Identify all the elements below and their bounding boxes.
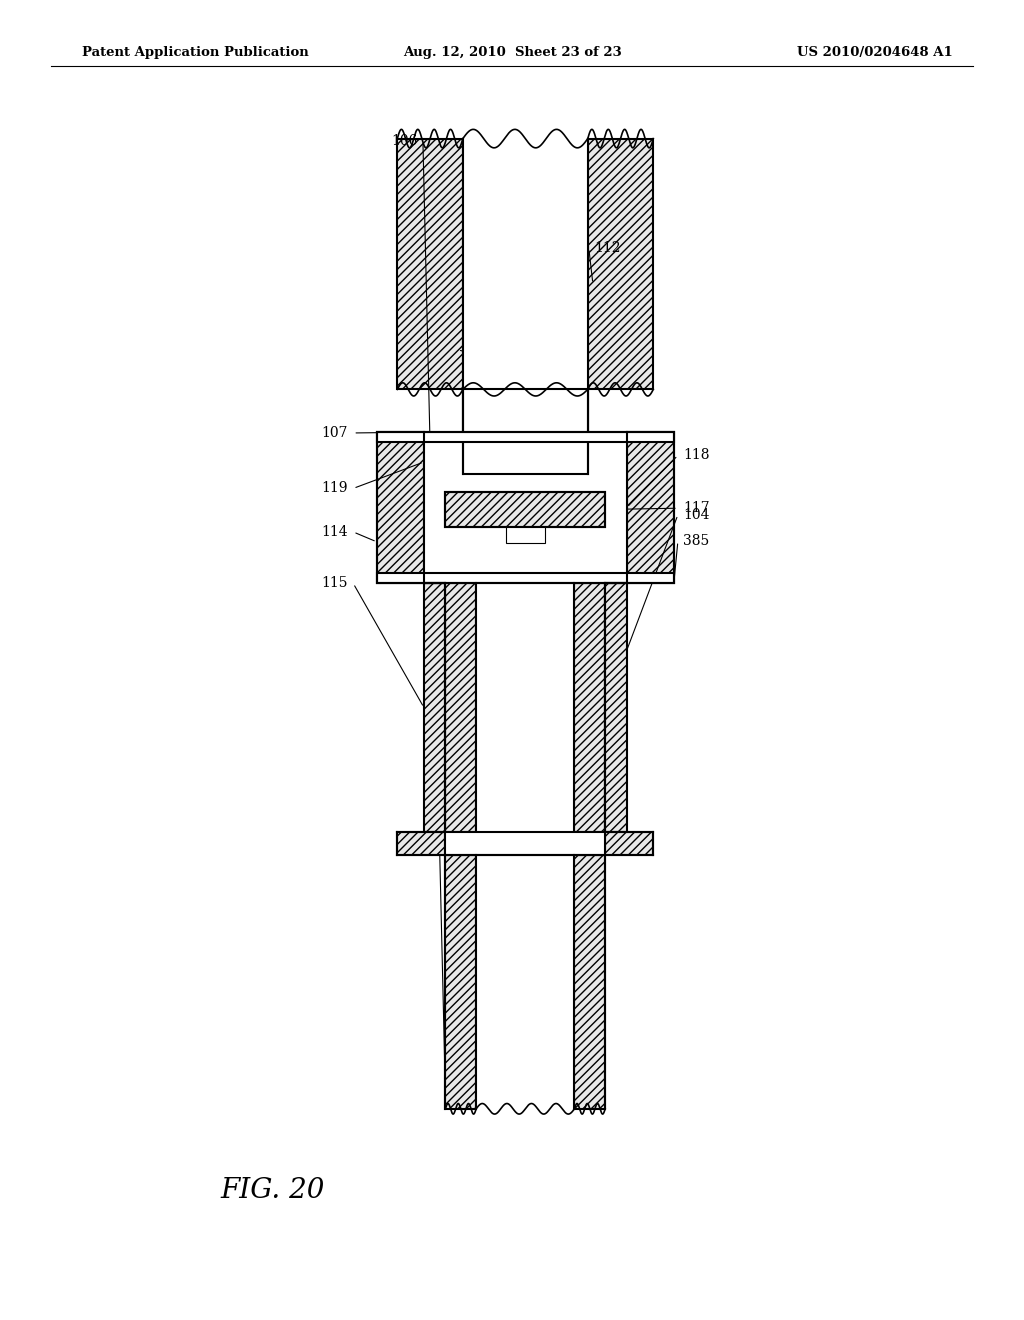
Bar xyxy=(506,527,545,543)
Text: Patent Application Publication: Patent Application Publication xyxy=(82,46,308,59)
Bar xyxy=(445,855,476,1109)
Bar xyxy=(605,583,627,832)
Text: Aug. 12, 2010  Sheet 23 of 23: Aug. 12, 2010 Sheet 23 of 23 xyxy=(402,46,622,59)
Bar xyxy=(397,832,445,855)
Bar xyxy=(476,855,574,1109)
Bar xyxy=(445,832,605,855)
Text: 114: 114 xyxy=(322,525,348,539)
Text: 117: 117 xyxy=(683,502,710,515)
Text: 118: 118 xyxy=(683,449,710,462)
Bar xyxy=(377,432,424,583)
Text: 106: 106 xyxy=(391,135,418,148)
Bar xyxy=(424,442,627,573)
Bar xyxy=(445,492,605,527)
Bar xyxy=(463,389,588,474)
Bar xyxy=(574,855,605,1109)
Bar xyxy=(377,432,674,442)
Bar xyxy=(445,583,476,832)
Bar xyxy=(377,432,674,583)
Bar xyxy=(463,389,588,474)
Bar xyxy=(574,583,605,832)
Text: 104: 104 xyxy=(683,508,710,521)
Text: 119: 119 xyxy=(322,482,348,495)
Text: US 2010/0204648 A1: US 2010/0204648 A1 xyxy=(797,46,952,59)
Text: 112: 112 xyxy=(594,242,621,255)
Bar xyxy=(424,583,445,832)
Bar xyxy=(476,832,574,855)
Bar xyxy=(588,139,653,389)
Bar xyxy=(627,432,674,583)
Bar xyxy=(605,832,653,855)
Text: FIG. 20: FIG. 20 xyxy=(220,1177,325,1204)
Bar xyxy=(476,583,574,832)
Bar xyxy=(445,492,605,527)
Bar xyxy=(377,573,674,583)
Bar xyxy=(463,139,588,389)
Bar xyxy=(397,139,463,389)
Text: 120: 120 xyxy=(463,352,489,366)
Text: 385: 385 xyxy=(683,535,710,548)
Text: 107: 107 xyxy=(322,426,348,440)
Text: 102: 102 xyxy=(535,189,561,202)
Text: 115: 115 xyxy=(322,577,348,590)
